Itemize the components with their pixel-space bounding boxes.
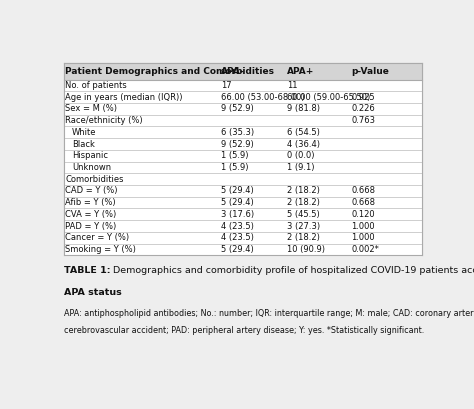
- Text: APA+: APA+: [287, 67, 314, 76]
- Text: 6 (54.5): 6 (54.5): [287, 128, 320, 137]
- Text: 1 (9.1): 1 (9.1): [287, 163, 315, 172]
- Bar: [64, 63, 422, 255]
- Text: APA status: APA status: [64, 288, 121, 297]
- Text: 2 (18.2): 2 (18.2): [287, 198, 320, 207]
- Text: 4 (23.5): 4 (23.5): [221, 233, 254, 242]
- Text: 5 (29.4): 5 (29.4): [221, 198, 254, 207]
- Text: 4 (36.4): 4 (36.4): [287, 139, 320, 148]
- Text: Hispanic: Hispanic: [72, 151, 108, 160]
- Text: 10 (90.9): 10 (90.9): [287, 245, 325, 254]
- Text: 17: 17: [221, 81, 231, 90]
- Text: 0.002*: 0.002*: [351, 245, 379, 254]
- Text: 9 (52.9): 9 (52.9): [221, 104, 254, 113]
- Text: 1.000: 1.000: [351, 222, 375, 231]
- Text: 0.226: 0.226: [351, 104, 375, 113]
- Text: 66.00 (53.00-68.00): 66.00 (53.00-68.00): [221, 93, 304, 102]
- Text: Sex = M (%): Sex = M (%): [65, 104, 118, 113]
- Text: TABLE 1:: TABLE 1:: [64, 266, 113, 275]
- Text: 5 (29.4): 5 (29.4): [221, 245, 254, 254]
- Text: 1 (5.9): 1 (5.9): [221, 163, 248, 172]
- Text: Black: Black: [72, 139, 95, 148]
- Text: Demographics and comorbidity profile of hospitalized COVID-19 patients according: Demographics and comorbidity profile of …: [113, 266, 474, 275]
- Text: 5 (45.5): 5 (45.5): [287, 210, 320, 219]
- Text: 0.668: 0.668: [351, 198, 375, 207]
- Text: 11: 11: [287, 81, 298, 90]
- Text: PAD = Y (%): PAD = Y (%): [65, 222, 117, 231]
- Bar: [59, 255, 427, 364]
- Text: 1.000: 1.000: [351, 233, 375, 242]
- Text: 2 (18.2): 2 (18.2): [287, 233, 320, 242]
- Text: CAD = Y (%): CAD = Y (%): [65, 187, 118, 196]
- Text: 0.668: 0.668: [351, 187, 375, 196]
- Text: CVA = Y (%): CVA = Y (%): [65, 210, 117, 219]
- Text: Afib = Y (%): Afib = Y (%): [65, 198, 116, 207]
- Text: No. of patients: No. of patients: [65, 81, 127, 90]
- Text: 60.00 (59.00-65.50): 60.00 (59.00-65.50): [287, 93, 370, 102]
- Text: 3 (17.6): 3 (17.6): [221, 210, 254, 219]
- Text: 9 (81.8): 9 (81.8): [287, 104, 320, 113]
- Text: p-Value: p-Value: [351, 67, 389, 76]
- Text: 9 (52.9): 9 (52.9): [221, 139, 254, 148]
- Text: 0 (0.0): 0 (0.0): [287, 151, 315, 160]
- Text: Cancer = Y (%): Cancer = Y (%): [65, 233, 129, 242]
- Text: 0.925: 0.925: [351, 93, 375, 102]
- Bar: [64, 63, 422, 80]
- Text: Unknown: Unknown: [72, 163, 111, 172]
- Text: 3 (27.3): 3 (27.3): [287, 222, 320, 231]
- Text: White: White: [72, 128, 97, 137]
- Text: 2 (18.2): 2 (18.2): [287, 187, 320, 196]
- Text: 5 (29.4): 5 (29.4): [221, 187, 254, 196]
- Text: APA: antiphospholipid antibodies; No.: number; IQR: interquartile range; M: male: APA: antiphospholipid antibodies; No.: n…: [64, 309, 474, 318]
- Bar: [64, 80, 422, 255]
- Text: Age in years (median (IQR)): Age in years (median (IQR)): [65, 93, 183, 102]
- Text: 1 (5.9): 1 (5.9): [221, 151, 248, 160]
- Text: Race/ethnicity (%): Race/ethnicity (%): [65, 116, 143, 125]
- Text: 6 (35.3): 6 (35.3): [221, 128, 254, 137]
- Text: 0.120: 0.120: [351, 210, 375, 219]
- Text: Patient Demographics and Comorbidities: Patient Demographics and Comorbidities: [65, 67, 274, 76]
- Text: APA-: APA-: [221, 67, 245, 76]
- Text: Comorbidities: Comorbidities: [65, 175, 124, 184]
- Text: 4 (23.5): 4 (23.5): [221, 222, 254, 231]
- Text: cerebrovascular accident; PAD: peripheral artery disease; Y: yes. *Statistically: cerebrovascular accident; PAD: periphera…: [64, 326, 424, 335]
- Text: 0.763: 0.763: [351, 116, 375, 125]
- Text: Smoking = Y (%): Smoking = Y (%): [65, 245, 137, 254]
